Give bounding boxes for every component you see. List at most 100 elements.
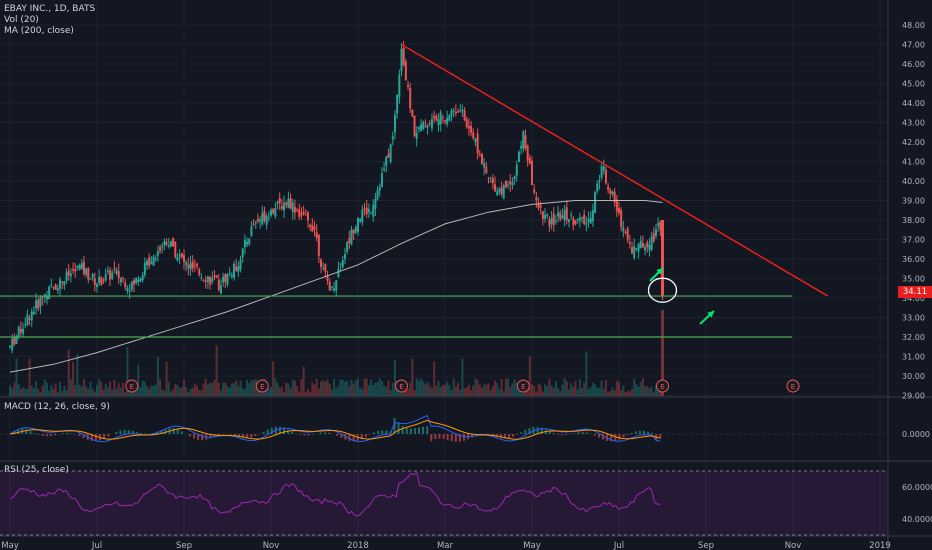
candle-body xyxy=(396,95,399,114)
candle-body xyxy=(583,214,586,224)
volume-bar xyxy=(69,379,72,396)
green-arrow-head xyxy=(656,268,663,275)
candle-body xyxy=(39,297,42,307)
candle-body xyxy=(169,241,172,247)
macd-histogram-bar xyxy=(528,427,531,434)
candle-body xyxy=(65,272,68,281)
macd-histogram-bar xyxy=(270,427,273,434)
candle-body xyxy=(489,181,492,183)
candle-body xyxy=(302,211,305,214)
candle-body xyxy=(252,223,255,225)
volume-bar xyxy=(574,381,577,396)
candle-body xyxy=(156,251,159,256)
candle-body xyxy=(224,274,227,282)
volume-bar xyxy=(409,382,412,396)
candle-body xyxy=(59,279,62,289)
candle-body xyxy=(285,202,288,205)
macd-histogram-bar xyxy=(463,434,466,441)
macd-histogram-bar xyxy=(364,434,367,437)
candle-body xyxy=(554,220,557,222)
volume-bar xyxy=(644,386,647,396)
volume-bar xyxy=(422,381,425,396)
macd-histogram-bar xyxy=(593,434,596,436)
candle-body xyxy=(219,285,222,294)
volume-bar xyxy=(172,389,175,396)
volume-bar xyxy=(296,386,299,396)
candle-body xyxy=(91,273,94,279)
candle-body xyxy=(111,272,114,280)
candle-body xyxy=(596,183,599,192)
time-tick-label: Sep xyxy=(698,541,714,550)
candle-body xyxy=(191,261,194,269)
volume-bar xyxy=(37,388,40,396)
candle-body xyxy=(104,274,107,281)
earnings-marker-label: E xyxy=(791,383,795,391)
candle-body xyxy=(483,163,486,168)
volume-bar xyxy=(452,378,455,396)
volume-bar xyxy=(559,391,562,396)
volume-bar xyxy=(191,387,194,396)
macd-histogram-bar xyxy=(62,433,65,434)
volume-bar xyxy=(333,378,336,396)
candle-body xyxy=(117,271,120,278)
candle-body xyxy=(246,241,249,245)
candle-body xyxy=(426,125,429,128)
candle-body xyxy=(178,254,181,257)
macd-histogram-bar xyxy=(340,434,343,438)
macd-histogram-bar xyxy=(626,434,629,436)
volume-bar xyxy=(106,387,109,396)
candle-body xyxy=(574,220,577,224)
macd-histogram-bar xyxy=(127,430,130,434)
volume-bar xyxy=(391,382,394,396)
volume-bar xyxy=(283,391,286,396)
macd-histogram-bar xyxy=(197,434,200,440)
macd-histogram-bar xyxy=(520,432,523,434)
volume-bar xyxy=(517,389,520,396)
volume-bar xyxy=(554,381,557,396)
volume-bar xyxy=(100,381,103,396)
candle-body xyxy=(237,265,240,272)
volume-bar xyxy=(578,379,581,396)
earnings-marker-label: E xyxy=(521,383,525,391)
candle-body xyxy=(76,265,79,268)
macd-histogram-bar xyxy=(328,432,331,434)
candle-body xyxy=(359,218,362,222)
macd-histogram-bar xyxy=(573,433,576,434)
candle-body xyxy=(433,115,436,119)
candle-body xyxy=(132,280,135,285)
candle-body xyxy=(622,227,625,232)
macd-histogram-bar xyxy=(115,431,118,434)
candle-body xyxy=(261,213,264,225)
volume-bar xyxy=(43,379,46,396)
volume-bar xyxy=(309,391,312,396)
macd-histogram-bar xyxy=(13,431,16,434)
candle-body xyxy=(361,209,364,222)
candle-body xyxy=(363,208,366,210)
macd-histogram-bar xyxy=(651,432,654,434)
candle-body xyxy=(150,261,153,264)
candle-body xyxy=(78,264,81,270)
volume-bar xyxy=(148,388,151,396)
candle-body xyxy=(35,300,38,309)
volume-bar xyxy=(176,385,179,396)
volume-bar xyxy=(404,389,407,396)
earnings-marker-label: E xyxy=(660,383,664,391)
macd-histogram-bar xyxy=(217,434,220,436)
candle-body xyxy=(100,277,103,285)
volume-bar xyxy=(531,384,533,396)
volume-bar xyxy=(435,385,438,396)
candle-body xyxy=(172,237,175,247)
price-tick-label: 31.00 xyxy=(902,353,925,362)
grid-lines xyxy=(0,0,888,536)
macd-signal-line xyxy=(9,419,661,440)
time-tick-label: May xyxy=(1,541,19,550)
volume-bar xyxy=(585,351,588,396)
macd-histogram-bar xyxy=(385,430,388,434)
candle-body xyxy=(167,245,170,247)
volume-bar xyxy=(150,385,153,396)
candle-body xyxy=(96,284,98,287)
candle-body xyxy=(174,241,177,257)
candle-body xyxy=(276,201,279,204)
volume-bar xyxy=(596,387,599,396)
